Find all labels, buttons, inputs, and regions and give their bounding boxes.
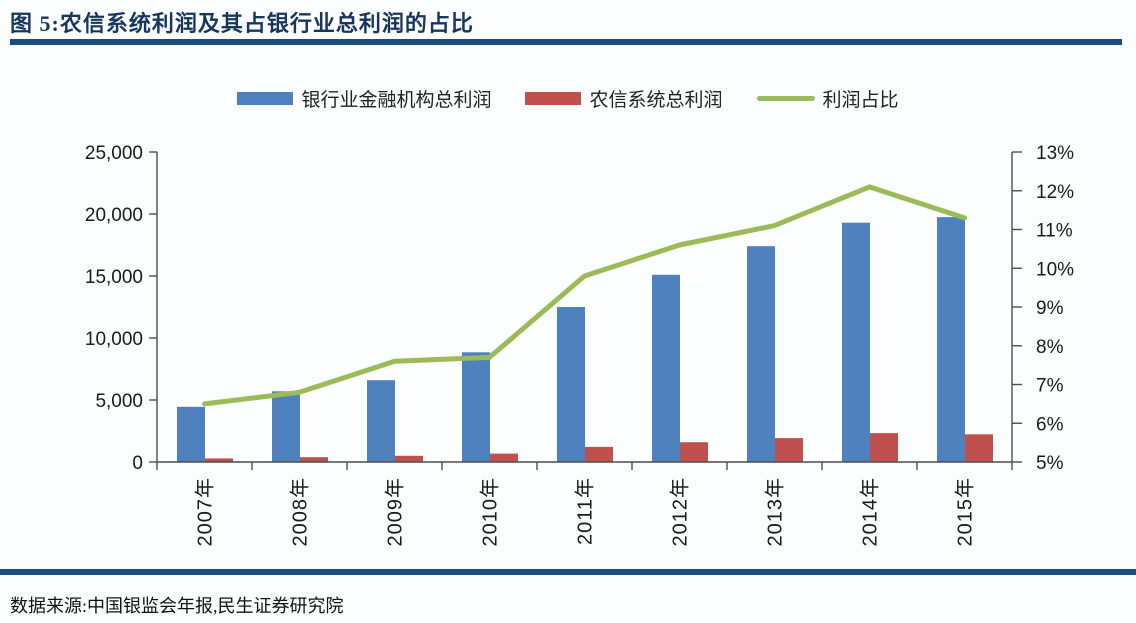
legend-swatch-rural-red (525, 92, 582, 105)
x-axis-label: 2008年 (289, 477, 312, 547)
profit-ratio-line (202, 184, 967, 407)
x-axis-label: 2011年 (574, 477, 597, 545)
left-axis-tick-label: 10,000 (85, 329, 143, 350)
bar-rural-2011年 (585, 446, 613, 462)
x-axis-label: 2015年 (954, 477, 977, 547)
bar-rural-2010年 (490, 453, 518, 462)
bar-bank-2011年 (557, 307, 585, 462)
footer-rule (0, 569, 1136, 575)
bar-rural-2009年 (395, 455, 423, 462)
x-axis-label: 2013年 (764, 477, 787, 547)
x-axis-label: 2010年 (479, 477, 502, 547)
legend-item-bank-total-profit: 银行业金融机构总利润 (237, 85, 491, 112)
bar-bank-2010年 (462, 352, 490, 462)
bar-rural-2012年 (680, 442, 708, 462)
right-axis-tick-label: 12% (1036, 182, 1074, 203)
right-axis-tick-label: 7% (1036, 376, 1064, 397)
legend-item-rural-credit-profit: 农信系统总利润 (525, 85, 723, 112)
right-axis-tick-label: 11% (1036, 221, 1073, 242)
bar-rural-2015年 (965, 434, 993, 462)
x-axis-label: 2012年 (669, 477, 692, 547)
bar-rural-2013年 (775, 438, 803, 462)
legend-swatch-bank-blue (237, 92, 294, 105)
legend-label-bank-total-profit: 银行业金融机构总利润 (301, 90, 492, 111)
legend-label-rural-credit-profit: 农信系统总利润 (589, 90, 723, 111)
title-rule (10, 39, 1122, 45)
right-axis-tick-label: 10% (1036, 259, 1074, 280)
left-axis-tick-label: 25,000 (85, 143, 143, 164)
bar-bank-2013年 (747, 246, 775, 462)
bar-bank-2014年 (842, 222, 870, 462)
legend-item-profit-ratio: 利润占比 (756, 85, 899, 112)
right-axis-tick-label: 9% (1036, 298, 1064, 319)
chart-legend: 银行业金融机构总利润 农信系统总利润 利润占比 (0, 85, 1136, 112)
x-axis-label: 2014年 (859, 477, 882, 547)
bar-rural-2007年 (205, 458, 233, 462)
legend-label-profit-ratio: 利润占比 (822, 90, 899, 111)
bar-bank-2009年 (367, 380, 395, 462)
left-axis-tick-label: 0 (132, 453, 143, 474)
left-axis-tick-label: 15,000 (85, 267, 143, 288)
x-axis-label: 2009年 (384, 477, 407, 547)
page-title: 图 5:农信系统利润及其占银行业总利润的占比 (10, 11, 474, 36)
bar-rural-2014年 (870, 433, 898, 462)
right-axis-tick-label: 5% (1036, 453, 1064, 474)
right-axis-tick-label: 13% (1036, 143, 1074, 164)
bar-bank-2008年 (272, 391, 300, 462)
bar-bank-2015年 (937, 217, 965, 462)
data-source-note: 数据来源:中国银监会年报,民生证券研究院 (10, 596, 344, 616)
left-axis-tick-label: 5,000 (95, 391, 143, 412)
legend-swatch-ratio-green-line (756, 96, 815, 101)
x-axis-label: 2007年 (194, 477, 217, 547)
right-axis-tick-label: 8% (1036, 337, 1064, 358)
bar-rural-2008年 (300, 457, 328, 462)
bar-bank-2012年 (652, 274, 680, 462)
left-axis-tick-label: 20,000 (85, 205, 143, 226)
right-axis-tick-label: 6% (1036, 414, 1064, 435)
combo-chart: 0 5,000 10,000 15,000 20,000 25,000 5% 6% 7% 8% 9%… (85, 143, 1074, 547)
bar-bank-2007年 (177, 406, 205, 462)
